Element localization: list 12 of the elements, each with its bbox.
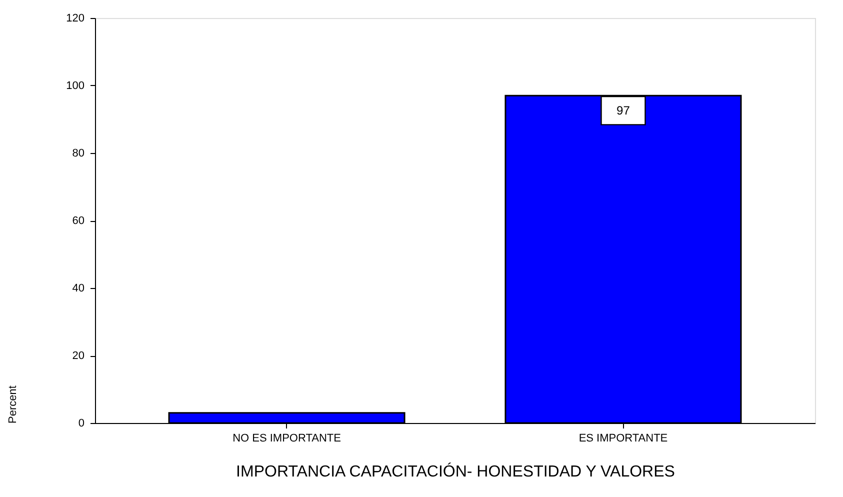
x-tick-label: NO ES IMPORTANTE	[232, 432, 341, 444]
y-tick-label: 80	[72, 148, 84, 160]
x-tick-label: ES IMPORTANTE	[578, 432, 668, 444]
data-label: 97	[616, 104, 630, 118]
y-tick-label: 60	[72, 215, 84, 227]
y-tick-label: 40	[72, 282, 84, 294]
y-tick-label: 100	[66, 80, 84, 92]
y-tick-label: 120	[66, 12, 84, 24]
y-tick-label: 0	[78, 418, 84, 430]
x-axis-title: IMPORTANCIA CAPACITACIÓN- HONESTIDAD Y VALORES	[236, 462, 675, 480]
y-tick-label: 20	[72, 350, 84, 362]
y-axis-title: Percent	[7, 386, 20, 424]
